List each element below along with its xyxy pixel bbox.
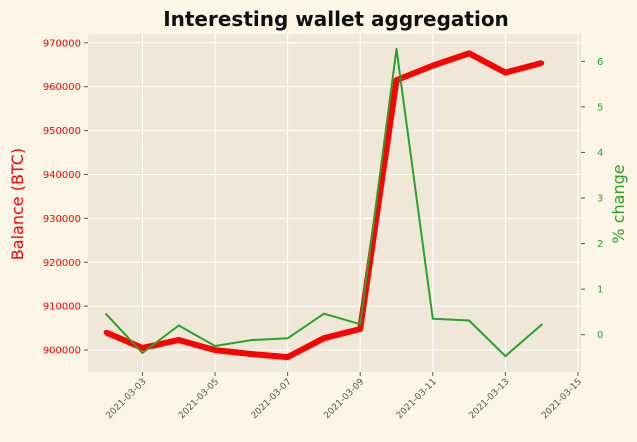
y-axis-right-label: % change (609, 164, 628, 243)
y-right-tick-label: 0 (597, 330, 603, 341)
x-tick-label: 2021-03-03 (105, 377, 149, 421)
x-tick-label: 2021-03-13 (467, 377, 511, 421)
y-left-tick-label: 910000 (43, 302, 81, 313)
balance-point (248, 351, 254, 357)
percent-change-point (286, 337, 289, 340)
balance-point (502, 70, 508, 76)
y-right-tick-label: 5 (597, 102, 603, 113)
y-right-tick-label: 3 (597, 193, 603, 204)
plot-area (88, 34, 581, 372)
percent-change-point (359, 323, 362, 326)
balance-point (357, 326, 363, 332)
y-left-tick-label: 940000 (43, 170, 81, 181)
x-tick-label: 2021-03-07 (250, 377, 294, 421)
balance-point (139, 345, 145, 351)
percent-change-point (141, 351, 144, 354)
percent-change-point (395, 48, 398, 51)
series-layer (103, 48, 545, 361)
y-right-tick-label: 6 (597, 57, 603, 68)
x-tick-label: 2021-03-09 (322, 377, 366, 421)
percent-change-point (250, 339, 253, 342)
percent-change-point (177, 324, 180, 327)
balance-point (430, 63, 436, 69)
y-axis-left-label: Balance (BTC) (8, 148, 27, 260)
y-right-tick-label: 2 (597, 239, 603, 250)
percent-change-point (431, 317, 434, 320)
y-left-tick-label: 920000 (43, 258, 81, 269)
x-tick-label: 2021-03-05 (177, 377, 221, 421)
y-left-tick-label: 950000 (43, 126, 81, 137)
grid (88, 34, 581, 372)
percent-change-point (214, 345, 217, 348)
balance-point (539, 60, 545, 66)
percent-change-point (322, 312, 325, 315)
balance-point (394, 77, 400, 83)
balance-point (176, 337, 182, 343)
balance-point (466, 50, 472, 56)
y-left-tick-label: 930000 (43, 214, 81, 225)
y-left-tick-label: 900000 (43, 346, 81, 357)
chart-title: Interesting wallet aggregation (163, 7, 509, 31)
x-tick-label: 2021-03-11 (395, 377, 439, 421)
percent-change-point (105, 313, 108, 316)
y-left-tick-label: 970000 (43, 38, 81, 49)
x-tick-label: 2021-03-15 (540, 377, 584, 421)
balance-point (103, 329, 109, 335)
balance-point (285, 354, 291, 360)
balance-point (321, 335, 327, 341)
y-right-tick-label: 1 (597, 285, 603, 296)
percent-change-point (540, 323, 543, 326)
y-left-tick-label: 960000 (43, 82, 81, 93)
y-right-tick-label: 4 (597, 148, 603, 159)
balance-point (212, 347, 218, 353)
percent-change-point (504, 355, 507, 358)
percent-change-point (468, 319, 471, 322)
